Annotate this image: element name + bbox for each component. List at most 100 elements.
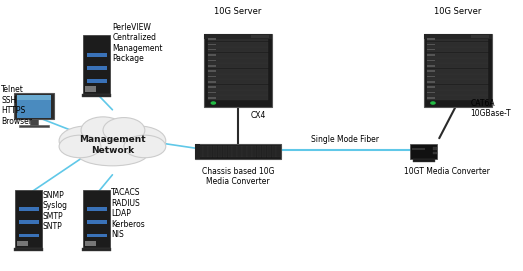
- FancyBboxPatch shape: [427, 38, 435, 40]
- FancyBboxPatch shape: [424, 34, 492, 39]
- FancyBboxPatch shape: [427, 85, 488, 90]
- FancyBboxPatch shape: [208, 74, 268, 79]
- FancyBboxPatch shape: [86, 220, 107, 224]
- FancyBboxPatch shape: [86, 234, 107, 237]
- Ellipse shape: [111, 126, 166, 156]
- Ellipse shape: [103, 118, 145, 143]
- FancyBboxPatch shape: [247, 146, 252, 157]
- FancyBboxPatch shape: [427, 63, 488, 68]
- FancyBboxPatch shape: [242, 146, 247, 157]
- FancyBboxPatch shape: [427, 92, 435, 93]
- FancyBboxPatch shape: [427, 49, 435, 50]
- FancyBboxPatch shape: [208, 58, 268, 63]
- FancyBboxPatch shape: [208, 49, 216, 50]
- Text: 10G Server: 10G Server: [214, 7, 262, 16]
- FancyBboxPatch shape: [427, 90, 488, 95]
- FancyBboxPatch shape: [198, 146, 203, 157]
- FancyBboxPatch shape: [208, 42, 268, 47]
- FancyBboxPatch shape: [413, 159, 435, 162]
- FancyBboxPatch shape: [427, 95, 488, 101]
- FancyBboxPatch shape: [86, 66, 107, 70]
- FancyBboxPatch shape: [83, 190, 110, 249]
- FancyBboxPatch shape: [427, 54, 435, 56]
- FancyBboxPatch shape: [203, 146, 208, 157]
- FancyBboxPatch shape: [82, 248, 111, 251]
- Text: TACACS
RADIUS
LDAP
Kerberos
NIS: TACACS RADIUS LDAP Kerberos NIS: [111, 188, 144, 239]
- Circle shape: [211, 102, 215, 104]
- FancyBboxPatch shape: [427, 44, 435, 45]
- FancyBboxPatch shape: [208, 85, 268, 90]
- FancyBboxPatch shape: [208, 65, 216, 66]
- FancyBboxPatch shape: [208, 70, 216, 72]
- FancyBboxPatch shape: [252, 146, 256, 157]
- FancyBboxPatch shape: [410, 144, 437, 159]
- FancyBboxPatch shape: [83, 35, 110, 95]
- FancyBboxPatch shape: [433, 152, 437, 154]
- FancyBboxPatch shape: [208, 54, 216, 56]
- Text: 10GT Media Converter: 10GT Media Converter: [404, 167, 490, 176]
- Text: Chassis based 10G
Media Converter: Chassis based 10G Media Converter: [202, 167, 274, 186]
- FancyBboxPatch shape: [30, 119, 38, 125]
- Ellipse shape: [71, 125, 154, 162]
- Ellipse shape: [81, 117, 125, 144]
- FancyBboxPatch shape: [15, 190, 42, 249]
- FancyBboxPatch shape: [208, 92, 216, 93]
- FancyBboxPatch shape: [427, 60, 435, 61]
- FancyBboxPatch shape: [427, 42, 488, 47]
- FancyBboxPatch shape: [195, 144, 281, 159]
- Text: Management
Network: Management Network: [79, 135, 146, 155]
- FancyBboxPatch shape: [232, 146, 237, 157]
- FancyBboxPatch shape: [86, 53, 107, 57]
- FancyBboxPatch shape: [17, 95, 51, 100]
- FancyBboxPatch shape: [17, 95, 51, 118]
- FancyBboxPatch shape: [208, 69, 268, 74]
- FancyBboxPatch shape: [208, 76, 216, 77]
- FancyBboxPatch shape: [18, 234, 39, 237]
- FancyBboxPatch shape: [208, 36, 268, 41]
- Text: CAT6A
10GBase-T: CAT6A 10GBase-T: [471, 99, 511, 118]
- FancyBboxPatch shape: [208, 86, 216, 88]
- Ellipse shape: [124, 135, 166, 158]
- FancyBboxPatch shape: [228, 146, 232, 157]
- FancyBboxPatch shape: [14, 248, 43, 251]
- FancyBboxPatch shape: [18, 207, 39, 211]
- FancyBboxPatch shape: [19, 125, 49, 127]
- FancyBboxPatch shape: [427, 69, 488, 74]
- FancyBboxPatch shape: [204, 34, 272, 39]
- FancyBboxPatch shape: [208, 90, 268, 95]
- FancyBboxPatch shape: [267, 146, 271, 157]
- FancyBboxPatch shape: [237, 146, 242, 157]
- Text: PerleVIEW
Centralized
Management
Package: PerleVIEW Centralized Management Package: [112, 23, 163, 63]
- FancyBboxPatch shape: [208, 97, 216, 99]
- FancyBboxPatch shape: [85, 86, 96, 92]
- FancyBboxPatch shape: [276, 146, 281, 157]
- Ellipse shape: [59, 126, 113, 156]
- FancyBboxPatch shape: [195, 144, 200, 159]
- FancyBboxPatch shape: [208, 146, 212, 157]
- Ellipse shape: [77, 141, 148, 166]
- Text: SNMP
Syslog
SMTP
SNTP: SNMP Syslog SMTP SNTP: [43, 191, 68, 231]
- FancyBboxPatch shape: [208, 95, 268, 101]
- FancyBboxPatch shape: [412, 148, 425, 150]
- Circle shape: [431, 102, 435, 104]
- FancyBboxPatch shape: [271, 146, 276, 157]
- FancyBboxPatch shape: [86, 79, 107, 83]
- FancyBboxPatch shape: [17, 241, 28, 246]
- FancyBboxPatch shape: [204, 34, 272, 107]
- FancyBboxPatch shape: [427, 97, 435, 99]
- FancyBboxPatch shape: [427, 36, 488, 41]
- FancyBboxPatch shape: [85, 241, 96, 246]
- Text: CX4: CX4: [251, 111, 266, 120]
- Text: Single Mode Fiber: Single Mode Fiber: [311, 135, 379, 144]
- FancyBboxPatch shape: [208, 79, 268, 84]
- FancyBboxPatch shape: [208, 81, 216, 83]
- FancyBboxPatch shape: [223, 146, 227, 157]
- FancyBboxPatch shape: [427, 76, 435, 77]
- FancyBboxPatch shape: [82, 94, 111, 97]
- FancyBboxPatch shape: [218, 146, 222, 157]
- FancyBboxPatch shape: [208, 60, 216, 61]
- FancyBboxPatch shape: [471, 35, 489, 38]
- Text: Telnet
SSH
HTTPS
Browser: Telnet SSH HTTPS Browser: [1, 85, 32, 125]
- FancyBboxPatch shape: [427, 81, 435, 83]
- FancyBboxPatch shape: [433, 147, 437, 150]
